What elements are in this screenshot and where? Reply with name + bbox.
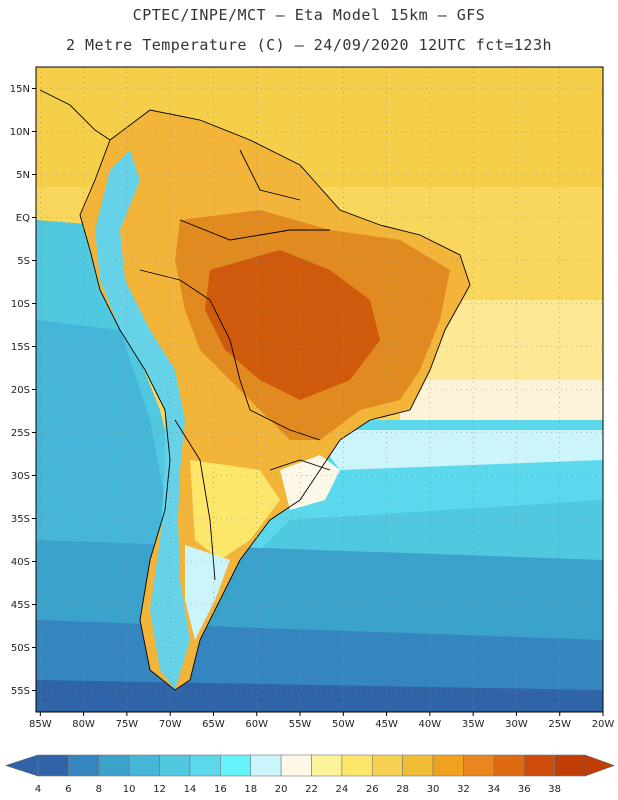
legend-swatch xyxy=(220,754,252,777)
legend-swatch xyxy=(68,754,100,777)
longitude-labels: 85W 80W 75W 70W 65W 60W 55W 50W 45W 40W 35W 30W 25W 2… xyxy=(29,712,614,730)
lat-label: 10S xyxy=(11,299,30,310)
lon-label: 85W xyxy=(29,719,52,730)
legend-label: 38 xyxy=(548,784,561,795)
map-field xyxy=(36,67,603,712)
latitude-labels: 15N 10N 5N EQ 5S 10S 15S 20S 25S 30S 35S 40S 45S 50S 5… xyxy=(10,84,36,697)
lat-label: 55S xyxy=(11,686,30,697)
lat-label: 5N xyxy=(16,170,30,181)
legend-label: 18 xyxy=(244,784,257,795)
lat-label: 15N xyxy=(10,84,30,95)
legend-label: 16 xyxy=(214,784,227,795)
lon-label: 70W xyxy=(159,719,182,730)
border-uruguay xyxy=(269,459,331,471)
lat-label: EQ xyxy=(16,213,30,224)
legend-swatch xyxy=(128,754,160,777)
legend-arrow-left xyxy=(5,754,39,777)
border-venezuela xyxy=(239,149,301,201)
lat-label: 40S xyxy=(11,557,30,568)
legend-swatch xyxy=(250,754,282,777)
country-borders xyxy=(39,89,471,691)
lat-label: 25S xyxy=(11,428,30,439)
legend-label: 6 xyxy=(65,784,71,795)
map-title: CPTEC/INPE/MCT – Eta Model 15km – GFS xyxy=(132,6,486,24)
lat-label: 45S xyxy=(11,600,30,611)
legend-swatch xyxy=(523,754,555,777)
legend-swatch xyxy=(280,754,312,777)
legend-swatch xyxy=(554,754,586,777)
legend-label: 20 xyxy=(275,784,288,795)
border-amazon-north xyxy=(179,219,330,241)
legend-label: 36 xyxy=(518,784,531,795)
legend-swatch xyxy=(311,754,343,777)
lat-label: 35S xyxy=(11,514,30,525)
legend-label: 10 xyxy=(123,784,136,795)
lon-label: 25W xyxy=(548,719,571,730)
legend-label: 22 xyxy=(305,784,318,795)
hottest-core xyxy=(205,250,380,400)
legend-swatch xyxy=(432,754,464,777)
legend-label: 26 xyxy=(366,784,379,795)
legend-swatch xyxy=(493,754,525,777)
color-legend xyxy=(5,754,615,777)
legend-arrow-right xyxy=(584,754,615,777)
legend-label: 14 xyxy=(184,784,197,795)
map-subtitle: 2 Metre Temperature (C) – 24/09/2020 12U… xyxy=(65,36,553,54)
legend-label: 30 xyxy=(427,784,440,795)
legend-swatch xyxy=(402,754,434,777)
legend-swatch xyxy=(98,754,130,777)
border-paraguay xyxy=(249,409,321,441)
lat-label: 5S xyxy=(17,256,30,267)
lon-label: 80W xyxy=(72,719,95,730)
legend-label: 34 xyxy=(487,784,500,795)
patagonia-cool xyxy=(185,545,230,640)
lon-label: 40W xyxy=(419,719,442,730)
lon-label: 30W xyxy=(505,719,528,730)
lat-label: 50S xyxy=(11,643,30,654)
legend-labels: 4 6 8 10 12 14 16 18 20 22 24 26 28 30 32 34 36 38 xyxy=(35,784,561,795)
legend-label: 32 xyxy=(457,784,470,795)
patagonia-mild xyxy=(190,460,280,560)
lon-label: 45W xyxy=(375,719,398,730)
lon-label: 35W xyxy=(462,719,485,730)
legend-swatch xyxy=(159,754,191,777)
lat-label: 30S xyxy=(11,471,30,482)
andes-cool-strip xyxy=(95,150,190,690)
legend-swatch xyxy=(341,754,373,777)
lat-label: 15S xyxy=(11,342,30,353)
central-america-coast xyxy=(39,89,111,141)
legend-swatch xyxy=(37,754,69,777)
legend-label: 4 xyxy=(35,784,41,795)
lat-label: 20S xyxy=(11,385,30,396)
legend-label: 24 xyxy=(336,784,349,795)
border-chile-argentina xyxy=(174,419,216,581)
lon-label: 50W xyxy=(332,719,355,730)
legend-swatch xyxy=(463,754,495,777)
legend-label: 12 xyxy=(153,784,166,795)
ocean-atlantic-mild xyxy=(400,380,603,420)
legend-swatch xyxy=(371,754,403,777)
lon-label: 75W xyxy=(116,719,139,730)
lon-label: 60W xyxy=(245,719,268,730)
legend-label: 28 xyxy=(396,784,409,795)
legend-swatch xyxy=(189,754,221,777)
lon-label: 20W xyxy=(592,719,615,730)
lon-label: 55W xyxy=(289,719,312,730)
lat-label: 10N xyxy=(10,127,30,138)
coastline xyxy=(79,109,471,691)
legend-label: 8 xyxy=(96,784,102,795)
atlantic-mild-band xyxy=(310,430,603,470)
lon-label: 65W xyxy=(202,719,225,730)
border-peru-bolivia xyxy=(139,269,251,411)
